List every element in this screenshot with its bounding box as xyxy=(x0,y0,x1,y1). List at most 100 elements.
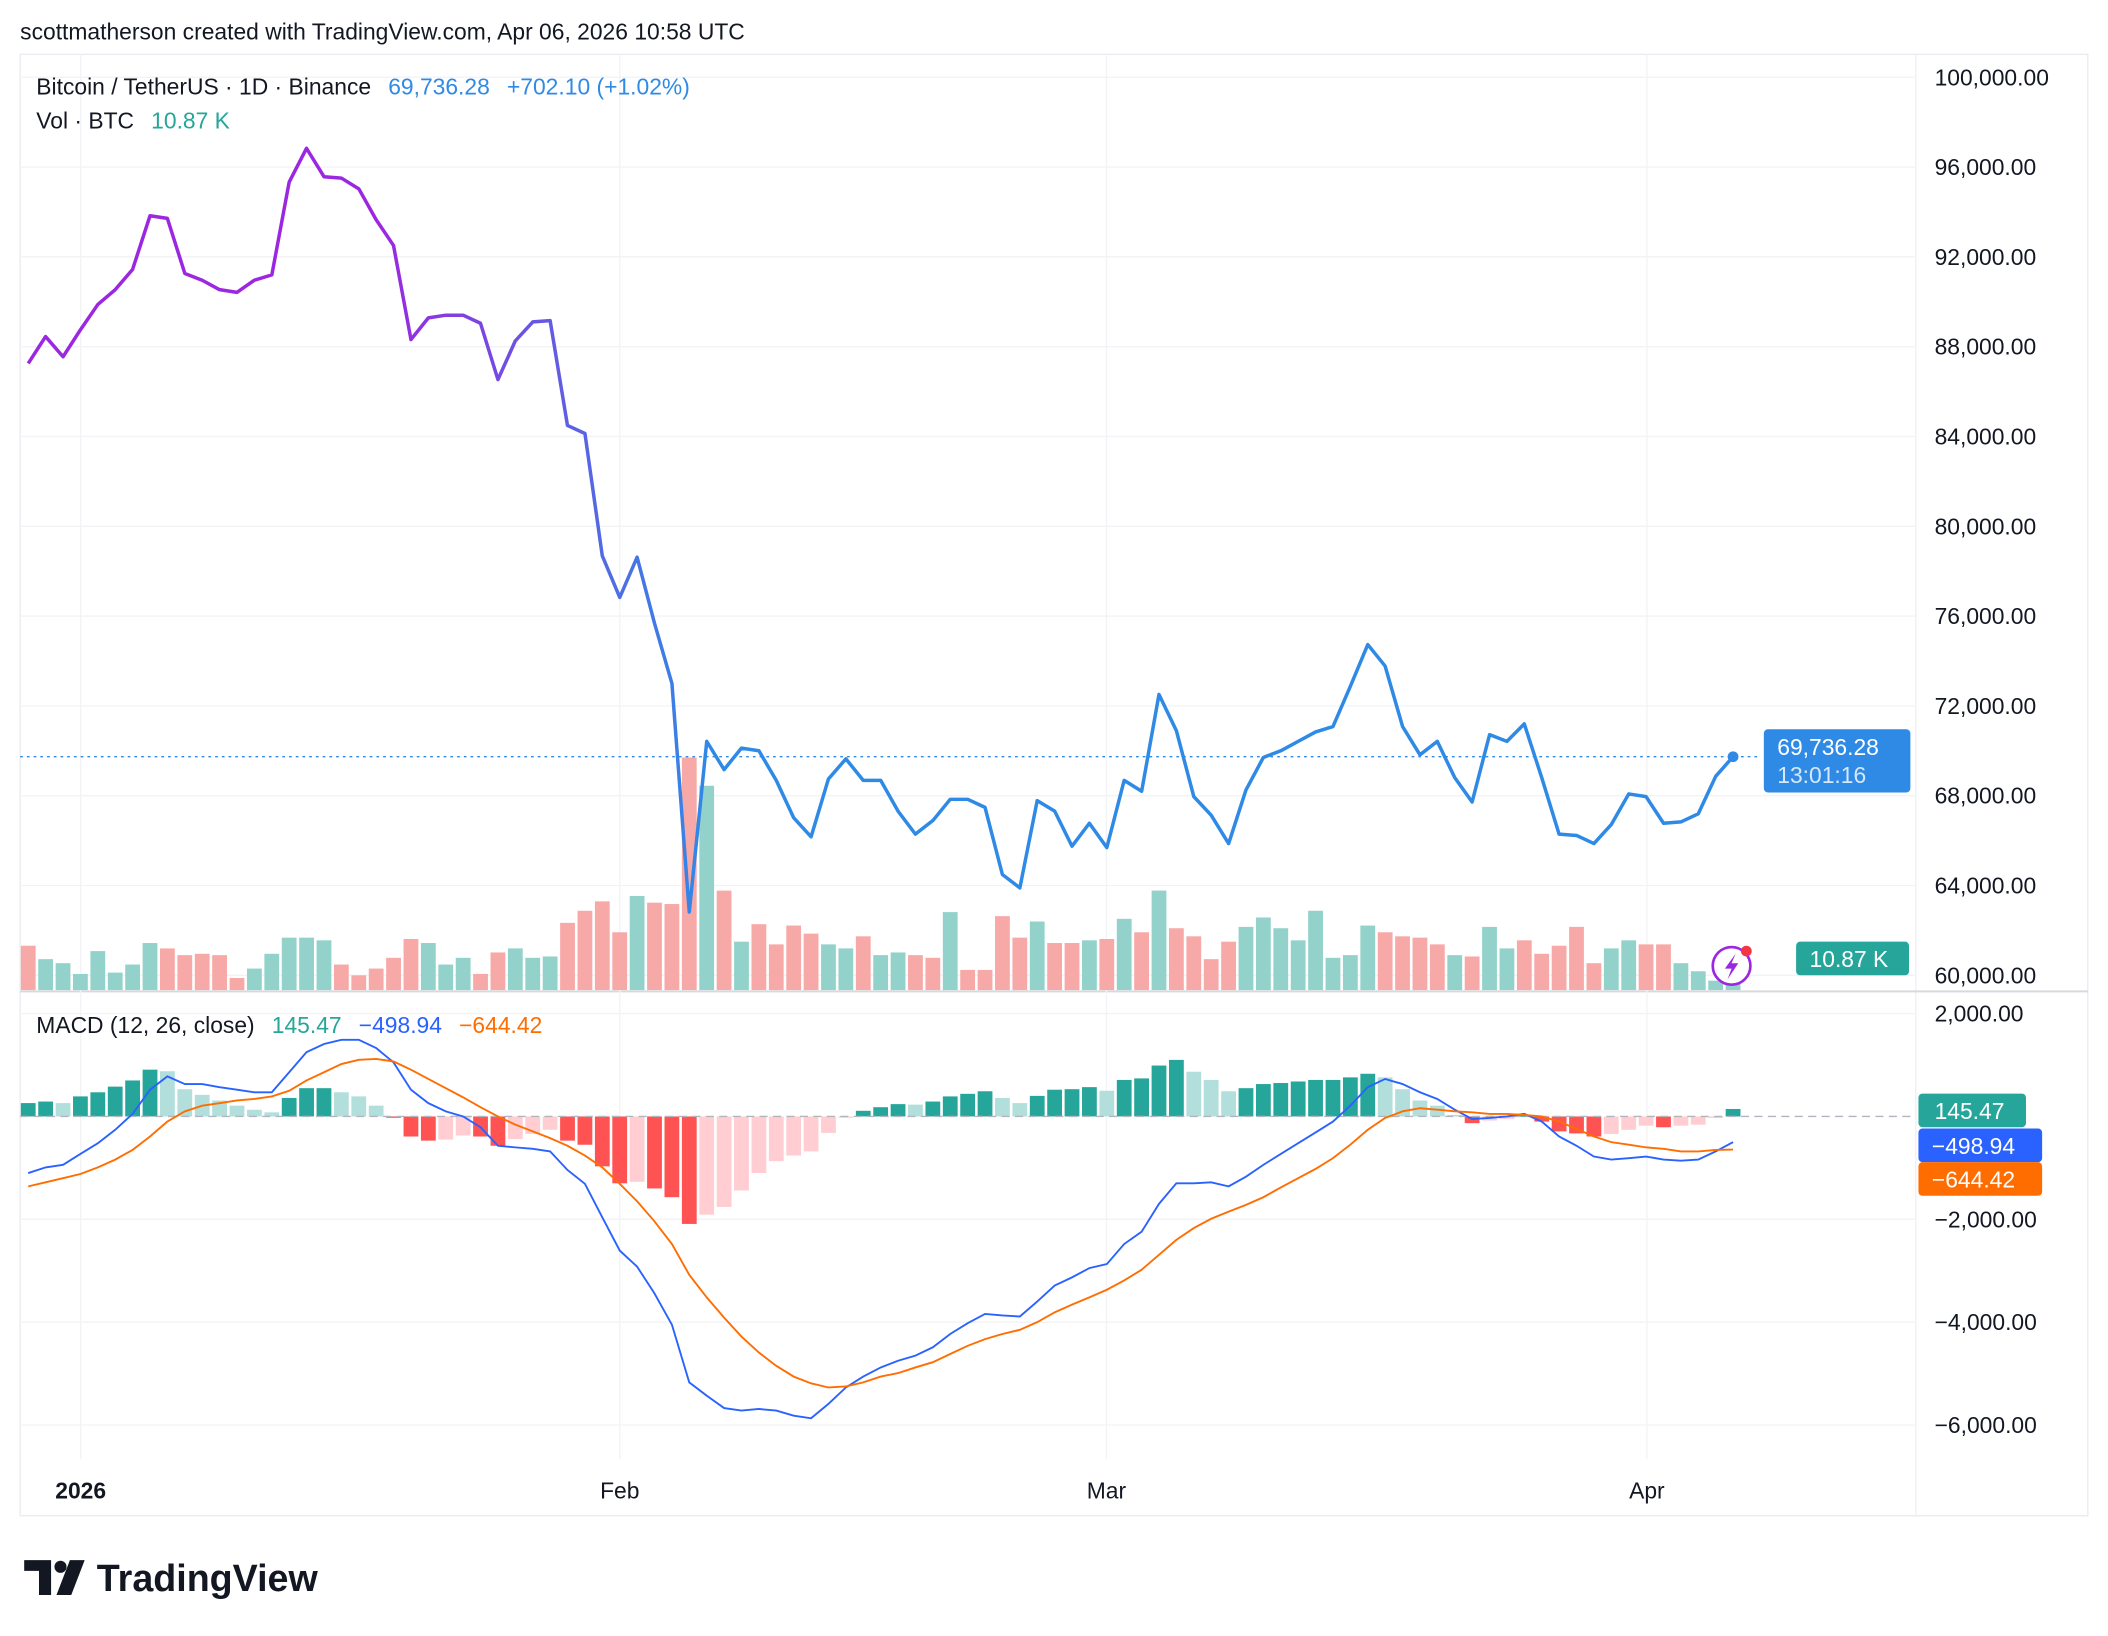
macd-histogram-bar xyxy=(594,1116,610,1167)
legend-macd-label: MACD (12, 26, close) xyxy=(36,1012,254,1038)
macd-histogram-bar xyxy=(90,1092,106,1117)
price-tick-label: 80,000.00 xyxy=(1935,513,2037,539)
volume-bar xyxy=(281,937,297,991)
volume-bar xyxy=(194,953,210,991)
macd-histogram-bar xyxy=(73,1096,88,1117)
tradingview-logo[interactable]: TradingView xyxy=(24,1557,318,1599)
macd-histogram-bar xyxy=(681,1116,697,1224)
legend-macd-line: MACD (12, 26, close) 145.47 −498.94 −644… xyxy=(36,1012,542,1038)
volume-bar xyxy=(229,977,245,991)
volume-bar xyxy=(594,901,610,991)
price-axis[interactable]: 100,000.00 96,000.00 92,000.00 88,000.00 84,… xyxy=(1935,64,2049,988)
volume-bar xyxy=(107,972,123,991)
macd-histogram-bar xyxy=(1586,1116,1602,1137)
volume-bar xyxy=(90,951,106,991)
macd-histogram-bar xyxy=(1569,1116,1584,1134)
macd-histogram-bar xyxy=(1534,1116,1550,1122)
price-tick-label: 64,000.00 xyxy=(1935,873,2037,899)
volume-bar xyxy=(490,952,506,991)
volume-bar xyxy=(1412,937,1428,991)
volume-bar xyxy=(1569,926,1584,991)
last-price-dot xyxy=(1727,751,1739,763)
volume-bar xyxy=(1656,944,1671,991)
macd-histogram-bar xyxy=(1273,1083,1289,1117)
lightning-icon[interactable] xyxy=(1711,945,1752,987)
volume-bar xyxy=(560,922,575,991)
macd-histogram-bar xyxy=(1656,1116,1671,1128)
volume-bar xyxy=(1708,980,1724,991)
macd-histogram-bar xyxy=(1325,1079,1341,1117)
volume-bar xyxy=(1534,953,1550,991)
badge-countdown: 13:01:16 xyxy=(1777,762,1866,788)
macd-tick-label: 2,000.00 xyxy=(1935,1001,2024,1027)
signal-line xyxy=(28,1057,1734,1389)
volume-bar xyxy=(1273,928,1289,991)
volume-bar xyxy=(1186,936,1202,991)
macd-histogram-bar xyxy=(20,1103,36,1117)
volume-bar xyxy=(1464,956,1480,991)
volume-bar xyxy=(20,945,36,991)
macd-axis[interactable]: 2,000.00 −2,000.00 −4,000.00 −6,000.00 xyxy=(1935,1001,2037,1438)
volume-bar xyxy=(1047,943,1063,991)
volume-bar xyxy=(1308,910,1323,991)
volume-bar xyxy=(1290,940,1306,991)
macd-histogram-bar xyxy=(1012,1103,1028,1117)
legend-volume-line: Vol · BTC 10.87 K xyxy=(36,107,230,133)
macd-histogram-bar xyxy=(577,1116,593,1145)
macd-histogram-bar xyxy=(803,1116,819,1152)
volume-bar xyxy=(734,941,749,991)
macd-histogram-bar xyxy=(925,1101,941,1117)
volume-bar xyxy=(1621,940,1637,991)
macd-histogram-bar xyxy=(1690,1116,1706,1125)
macd-histogram-bar xyxy=(142,1069,158,1117)
volume-bar xyxy=(977,969,993,991)
macd-badges: 145.47 −498.94 −644.42 xyxy=(1918,1093,2043,1196)
macd-histogram-bar xyxy=(1134,1078,1149,1117)
volume-bar xyxy=(542,956,558,991)
volume-bar xyxy=(768,944,784,991)
macd-histogram-bar xyxy=(1047,1089,1063,1117)
macd-histogram-bar xyxy=(38,1101,54,1117)
volume-bar xyxy=(577,910,593,991)
badge-volume: 10.87 K xyxy=(1810,946,1889,972)
volume-bar xyxy=(647,902,662,991)
badge-macd-hist: 145.47 xyxy=(1935,1098,2005,1124)
macd-histogram-bar xyxy=(908,1104,923,1117)
macd-histogram-bar xyxy=(299,1088,314,1117)
macd-histogram-bar xyxy=(1708,1116,1724,1118)
volume-bar xyxy=(786,925,802,991)
volume-bar xyxy=(942,912,958,991)
tradingview-logo-text: TradingView xyxy=(97,1557,319,1599)
time-axis[interactable]: 2026 Feb Mar Apr xyxy=(55,1477,1665,1503)
volume-bar xyxy=(1029,921,1045,991)
price-line xyxy=(26,146,1735,914)
volume-bar xyxy=(1499,948,1515,991)
volume-bar xyxy=(1603,948,1619,991)
price-tick-label: 68,000.00 xyxy=(1935,783,2037,809)
volume-bar xyxy=(73,973,88,991)
volume-bar xyxy=(1586,963,1602,991)
macd-histogram-bar xyxy=(542,1116,558,1130)
macd-histogram-bar xyxy=(386,1116,401,1118)
macd-histogram-bar xyxy=(664,1116,680,1198)
price-tick-label: 96,000.00 xyxy=(1935,154,2037,180)
macd-histogram-bar xyxy=(1082,1087,1097,1117)
volume-bar xyxy=(716,890,732,991)
time-tick-label: Feb xyxy=(600,1477,639,1503)
macd-histogram-bar xyxy=(942,1096,958,1117)
volume-bar xyxy=(838,948,854,991)
macd-histogram-bar xyxy=(368,1105,384,1117)
macd-histogram-bar xyxy=(438,1116,454,1140)
volume-bar xyxy=(438,964,454,991)
legend-symbol-line: Bitcoin / TetherUS · 1D · Binance 69,736… xyxy=(36,74,690,100)
macd-histogram-bar xyxy=(1377,1077,1393,1117)
legend-macd-hist: 145.47 xyxy=(272,1012,342,1038)
volume-bar xyxy=(1221,941,1236,991)
volume-bar xyxy=(960,969,976,991)
volume-bar xyxy=(1377,932,1393,991)
legend-change: +702.10 (+1.02%) xyxy=(507,74,690,100)
volume-bar xyxy=(1638,944,1654,991)
volume-bar xyxy=(1168,928,1184,991)
macd-histogram-bar xyxy=(977,1091,993,1117)
